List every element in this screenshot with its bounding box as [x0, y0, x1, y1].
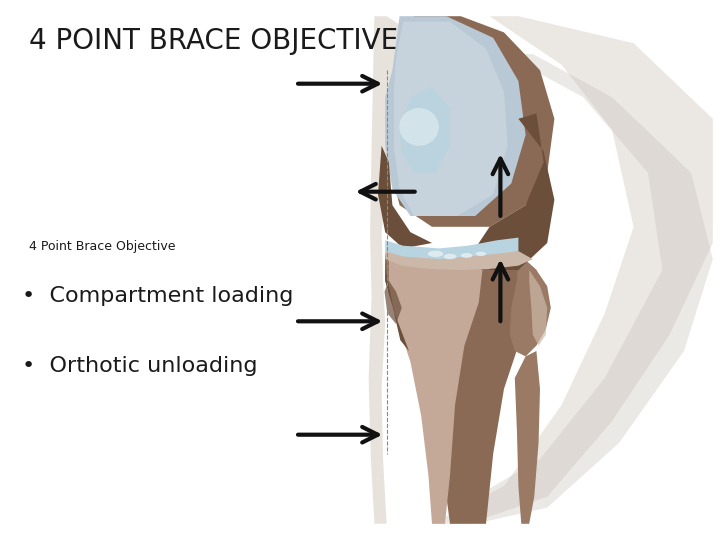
Ellipse shape	[476, 252, 486, 256]
Polygon shape	[432, 16, 713, 524]
Polygon shape	[384, 281, 402, 324]
Polygon shape	[529, 270, 547, 346]
Polygon shape	[475, 113, 554, 270]
Polygon shape	[385, 238, 518, 259]
Polygon shape	[385, 254, 536, 524]
Polygon shape	[378, 146, 432, 248]
Ellipse shape	[444, 254, 456, 259]
Polygon shape	[385, 16, 526, 216]
Text: 4 Point Brace Objective: 4 Point Brace Objective	[29, 240, 175, 253]
Polygon shape	[385, 254, 409, 351]
Text: 4 POINT BRACE OBJECTIVE: 4 POINT BRACE OBJECTIVE	[29, 27, 398, 55]
Text: •  Compartment loading: • Compartment loading	[22, 286, 293, 306]
Ellipse shape	[399, 108, 439, 146]
Polygon shape	[385, 251, 533, 270]
Ellipse shape	[461, 253, 472, 258]
Polygon shape	[389, 16, 554, 227]
Polygon shape	[389, 259, 482, 524]
Polygon shape	[475, 54, 713, 524]
Polygon shape	[515, 351, 540, 524]
Ellipse shape	[428, 251, 444, 257]
Polygon shape	[510, 254, 551, 356]
Text: •  Orthotic unloading: • Orthotic unloading	[22, 356, 257, 376]
Polygon shape	[394, 22, 508, 216]
Polygon shape	[400, 86, 450, 173]
Polygon shape	[369, 16, 403, 524]
